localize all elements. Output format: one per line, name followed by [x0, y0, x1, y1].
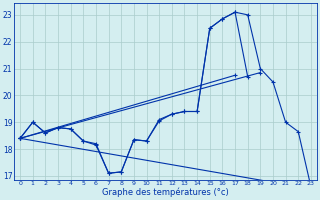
X-axis label: Graphe des températures (°c): Graphe des températures (°c) [102, 188, 229, 197]
